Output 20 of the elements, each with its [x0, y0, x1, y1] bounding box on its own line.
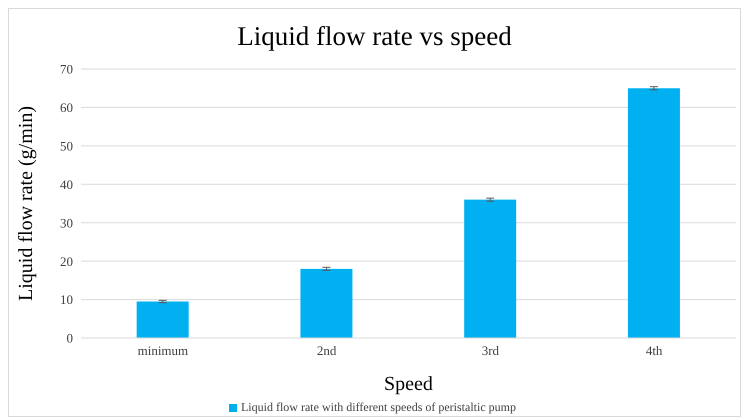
chart-title: Liquid flow rate vs speed	[236, 21, 513, 53]
bar	[464, 200, 516, 338]
bar	[628, 88, 680, 338]
x-axis-title: Speed	[384, 373, 433, 395]
x-tick-label: 2nd	[316, 343, 337, 358]
legend-label: Liquid flow rate with different speeds of peristaltic pump	[240, 400, 516, 414]
y-tick-label: 70	[60, 62, 73, 77]
x-tick-label: 4th	[646, 343, 663, 358]
y-tick-label: 40	[60, 176, 73, 192]
y-tick-label: 10	[60, 292, 73, 308]
x-tick-label: minimum	[138, 343, 188, 358]
x-tick-label: 3rd	[482, 343, 500, 358]
bar	[136, 301, 189, 338]
y-tick-label: 0	[66, 330, 73, 346]
y-tick-label: 60	[60, 100, 73, 116]
bar	[300, 268, 352, 338]
y-tick-label: 20	[60, 254, 73, 269]
y-tick-label: 30	[60, 215, 73, 230]
y-axis-title: Liquid flow rate (g/min)	[15, 106, 38, 301]
y-tick-label: 50	[60, 138, 73, 154]
